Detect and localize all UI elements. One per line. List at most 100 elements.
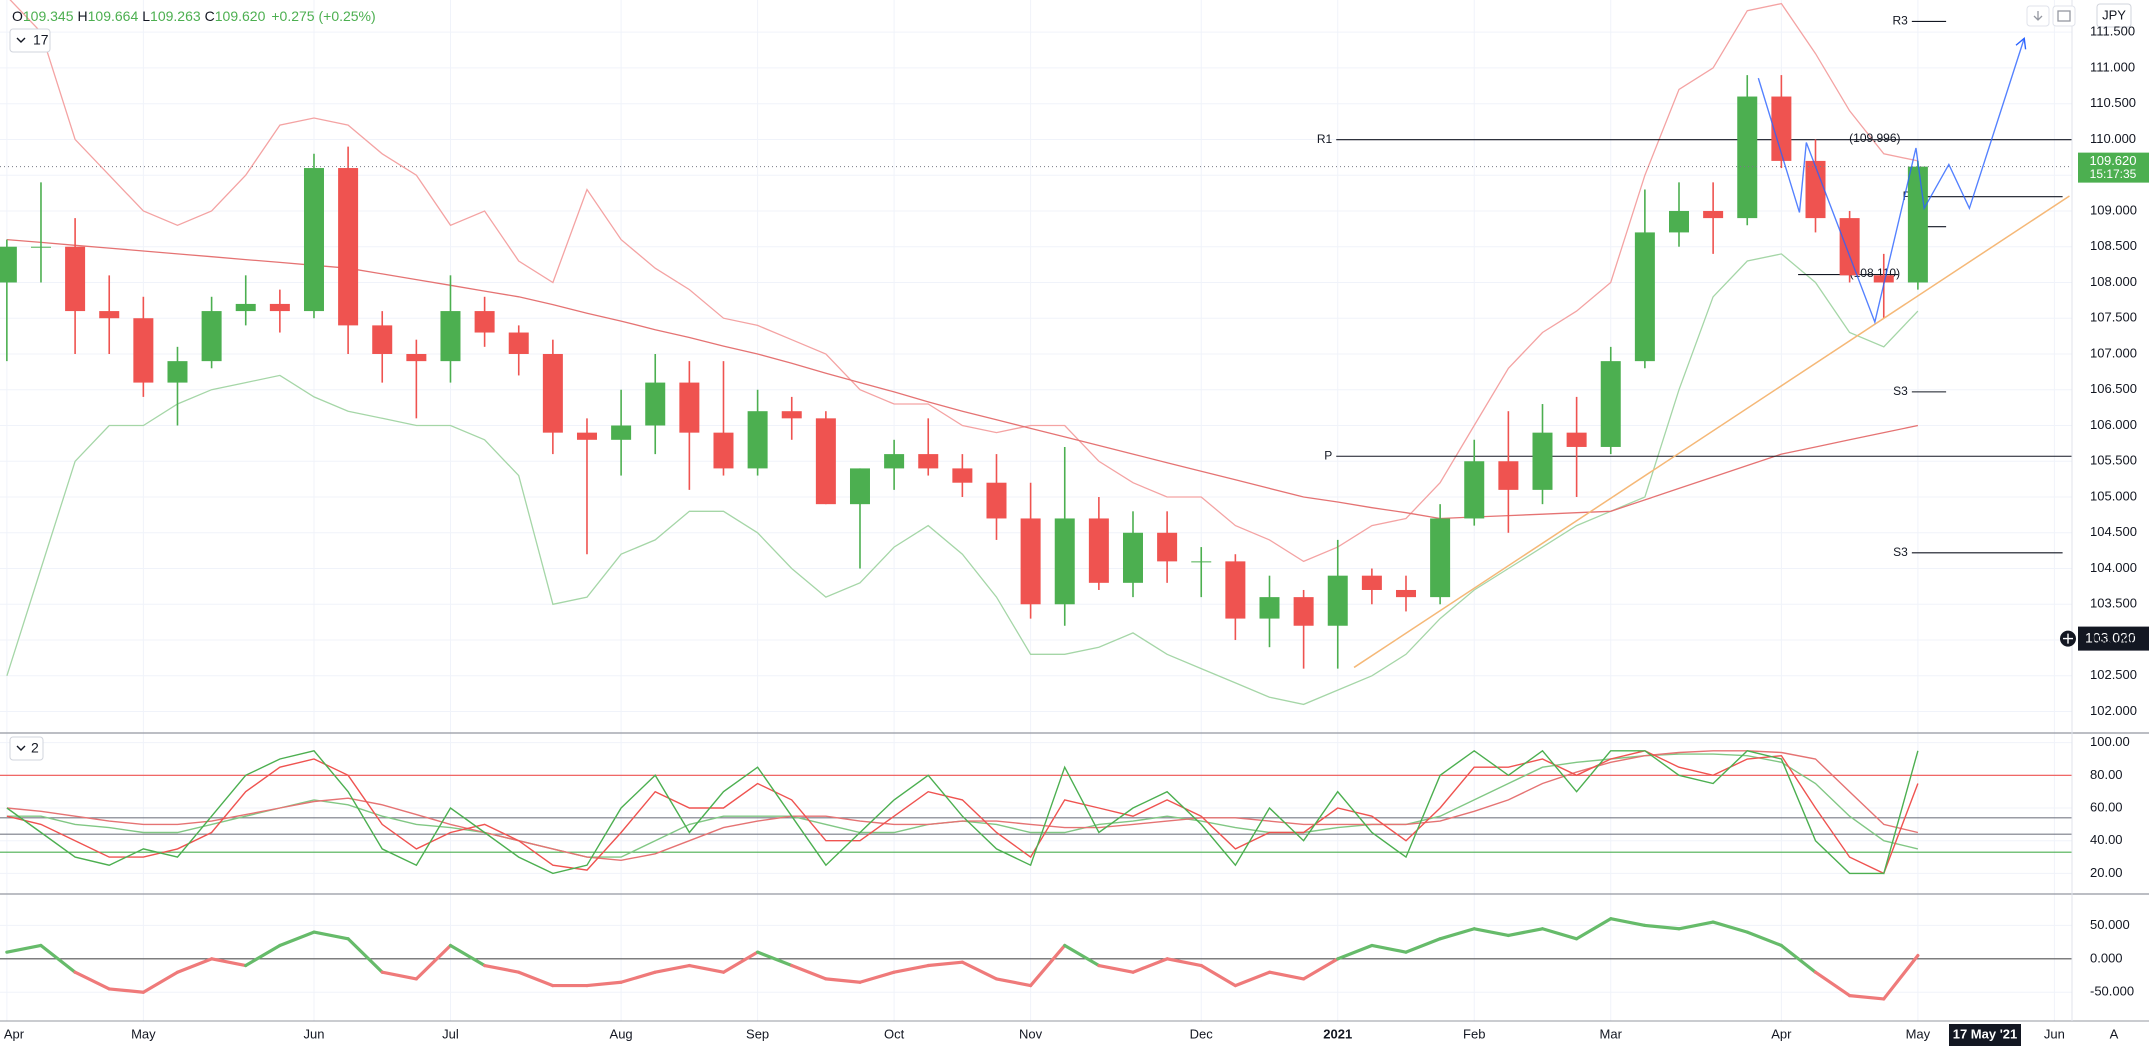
chevron-icon bbox=[16, 37, 26, 43]
currency-button[interactable]: JPY bbox=[2096, 3, 2132, 28]
legend-item: L bbox=[142, 8, 150, 24]
oscillator-segment bbox=[858, 970, 896, 984]
oscillator-segment bbox=[585, 980, 623, 988]
ohlc-legend: O109.345 H109.664 L109.263 C109.620 +0.275 (… bbox=[12, 8, 376, 24]
fullscreen-button[interactable] bbox=[2052, 5, 2076, 27]
x-tick-label: Apr bbox=[4, 1026, 25, 1041]
candle-body bbox=[918, 454, 939, 469]
oscillator-segment bbox=[1029, 943, 1067, 988]
oscillator-segment bbox=[1267, 970, 1306, 981]
oscillator-segment bbox=[107, 987, 145, 994]
indicator-line bbox=[6, 749, 1919, 875]
candle-body bbox=[372, 325, 393, 354]
oscillator-segment bbox=[1404, 937, 1442, 954]
last-price-box bbox=[2078, 152, 2149, 183]
x-tick-label: Oct bbox=[884, 1026, 905, 1041]
x-tick-label: Mar bbox=[1600, 1026, 1623, 1041]
y-tick-label: 105.500 bbox=[2090, 453, 2137, 468]
y-tick-label: 103.500 bbox=[2090, 596, 2137, 611]
y-tick-label: 111.500 bbox=[2090, 24, 2135, 39]
x-tick-label: Feb bbox=[1463, 1026, 1485, 1041]
legend-item: 109.664 bbox=[88, 8, 139, 24]
oscillator-segment bbox=[1131, 957, 1169, 974]
candle-body bbox=[1737, 96, 1758, 219]
candle-body bbox=[952, 468, 973, 483]
candle-body bbox=[1668, 210, 1689, 233]
oscillator-segment bbox=[380, 970, 418, 981]
projection-arrow bbox=[2015, 37, 2027, 50]
y-tick-label: 50.000 bbox=[2090, 917, 2130, 932]
candle-body bbox=[1293, 597, 1314, 626]
oscillator-segment bbox=[1711, 920, 1749, 934]
indicator-box bbox=[9, 736, 44, 761]
candle-body bbox=[303, 168, 324, 312]
candle-body bbox=[713, 432, 734, 469]
projection-path bbox=[1757, 38, 2025, 325]
trend-line bbox=[1353, 195, 2070, 669]
indicator-toggle[interactable]: 17 bbox=[9, 28, 51, 53]
y-tick-label: -50.000 bbox=[2090, 984, 2134, 999]
y-tick-label: 106.000 bbox=[2090, 417, 2137, 432]
oscillator-segment bbox=[687, 963, 726, 974]
indicator-line bbox=[6, 750, 1919, 875]
candle-body bbox=[645, 382, 666, 426]
candle-body bbox=[1498, 461, 1519, 490]
candle-body bbox=[0, 246, 17, 283]
candle-body bbox=[406, 353, 427, 362]
y-tick-label: 104.500 bbox=[2090, 524, 2137, 539]
download-button[interactable] bbox=[2026, 5, 2050, 27]
candle-body bbox=[1054, 518, 1075, 605]
candle-body bbox=[167, 361, 188, 383]
crosshair-date-label: 17 May '21 bbox=[1953, 1026, 2018, 1041]
x-tick-label: Jun bbox=[303, 1026, 324, 1041]
y-tick-label: 60.00 bbox=[2090, 799, 2123, 814]
oscillator-segment bbox=[1540, 927, 1579, 941]
candle-body bbox=[1532, 432, 1553, 490]
chevron-icon bbox=[16, 745, 26, 751]
x-tick-label: 2021 bbox=[1323, 1026, 1352, 1041]
oscillator-segment bbox=[892, 963, 930, 974]
x-tick-label: Apr bbox=[1771, 1026, 1792, 1041]
oscillator-segment bbox=[994, 977, 1033, 988]
candle-body bbox=[1600, 361, 1621, 447]
y-tick-label: 108.500 bbox=[2090, 238, 2137, 253]
y-tick-label: 80.00 bbox=[2090, 767, 2123, 782]
oscillator-segment bbox=[244, 943, 282, 968]
candle-body bbox=[1020, 518, 1041, 605]
candle-body bbox=[201, 311, 222, 362]
oscillator-segment bbox=[756, 950, 794, 968]
indicator-toggle[interactable]: 2 bbox=[9, 736, 44, 761]
drawings bbox=[1353, 37, 2070, 669]
auto-scale-button[interactable]: A bbox=[2110, 1026, 2119, 1041]
oscillator-segment bbox=[790, 963, 828, 981]
indicator-count: 2 bbox=[31, 740, 39, 756]
oscillator-segment bbox=[39, 943, 77, 974]
currency-label: JPY bbox=[2102, 7, 2126, 22]
pivot-label: P bbox=[1903, 189, 1911, 203]
y-tick-label: 102.500 bbox=[2090, 667, 2137, 682]
legend-item: 109.263 bbox=[150, 8, 201, 24]
overlay-line bbox=[6, 253, 1919, 706]
oscillator-segment bbox=[1199, 963, 1237, 988]
candle-body bbox=[747, 411, 768, 469]
indicator-box bbox=[9, 28, 51, 53]
oscillator-segment bbox=[1813, 970, 1852, 998]
crosshair-price-bg bbox=[2078, 626, 2149, 651]
fullscreen-icon bbox=[2057, 10, 2071, 22]
candle-body bbox=[1191, 561, 1212, 563]
candle-body bbox=[1907, 166, 1928, 283]
last-price-time: 15:17:35 bbox=[2090, 167, 2137, 181]
oscillator-segment bbox=[5, 943, 43, 954]
candle-body bbox=[1361, 575, 1382, 590]
candle-body bbox=[815, 418, 836, 505]
y-tick-label: 104.000 bbox=[2090, 560, 2137, 575]
x-tick-label: Dec bbox=[1190, 1026, 1214, 1041]
pivot-label: S3 bbox=[1893, 545, 1908, 559]
oscillator-segment bbox=[278, 930, 316, 948]
candle-body bbox=[884, 454, 905, 469]
x-tick-label: Jun bbox=[2044, 1026, 2065, 1041]
x-tick-label: May bbox=[131, 1026, 156, 1041]
candle-body bbox=[781, 411, 802, 419]
